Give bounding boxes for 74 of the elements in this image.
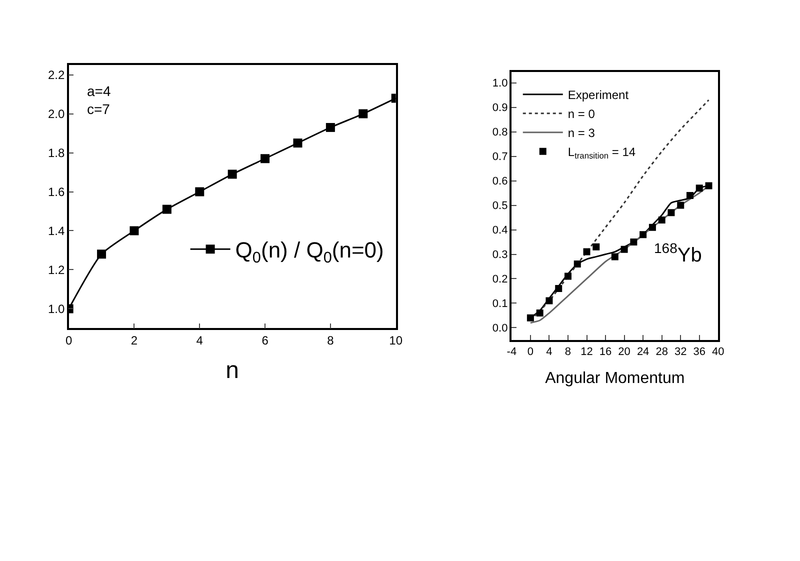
legend-label: n = 0 — [568, 107, 596, 122]
y-tick-label: 1.8 — [48, 146, 65, 160]
y-tick-label: 0.4 — [492, 224, 508, 237]
point — [630, 238, 638, 246]
x-tick-label: 4 — [196, 333, 204, 348]
y-tick-label: 1.2 — [48, 262, 65, 277]
x-tick-label: 36 — [693, 346, 706, 358]
y-tick-label: 2.0 — [48, 106, 65, 121]
point — [130, 226, 139, 236]
point — [592, 243, 600, 250]
y-tick-label: 0.3 — [492, 249, 508, 262]
x-tick-label: 2 — [130, 333, 138, 348]
point — [293, 138, 302, 148]
x-tick-label: 6 — [262, 333, 269, 348]
point — [583, 248, 590, 256]
point — [260, 154, 270, 164]
point — [620, 246, 628, 253]
x-tick-label: 40 — [712, 346, 724, 358]
x-tick-label: 8 — [564, 346, 572, 358]
annotation: c=7 — [87, 101, 110, 117]
y-tick-label: 1.6 — [48, 184, 65, 199]
x-tick-label: 20 — [618, 346, 630, 358]
point — [162, 204, 172, 214]
annotation: a=4 — [87, 83, 111, 99]
x-tick-label: 8 — [327, 333, 334, 348]
point — [668, 209, 675, 216]
x-tick-label: -4 — [506, 346, 517, 358]
y-tick-label: 0.7 — [492, 151, 508, 164]
point — [686, 192, 694, 199]
point — [658, 216, 666, 224]
point — [640, 231, 647, 238]
x-axis-title: n — [226, 357, 240, 384]
point — [536, 310, 544, 317]
x-tick-label: 16 — [599, 346, 612, 358]
point — [326, 122, 335, 132]
y-tick-label: 0.0 — [492, 322, 508, 335]
y-tick-label: 1.4 — [48, 224, 65, 238]
y-tick-label: 2.2 — [48, 68, 65, 82]
point — [555, 285, 562, 292]
y-tick-label: 0.1 — [492, 298, 508, 310]
x-tick-label: 24 — [636, 346, 650, 358]
y-tick-label: 0.2 — [492, 274, 508, 286]
legend-label: Q$_{0}$(n) / Q$_{0}$(n=0) — [235, 238, 384, 266]
x-tick-label: 4 — [546, 346, 552, 358]
y-tick-label: 0.8 — [492, 126, 508, 139]
legend-label: n = 3 — [568, 126, 596, 140]
y-tick-label: 1.0 — [48, 302, 65, 316]
x-tick-label: 32 — [674, 346, 687, 358]
x-tick-label: 0 — [65, 333, 72, 348]
point — [574, 260, 581, 268]
x-tick-label: 28 — [656, 346, 668, 358]
point — [97, 250, 106, 259]
point — [358, 109, 368, 118]
point — [228, 170, 237, 179]
point — [611, 253, 618, 260]
point — [677, 202, 684, 209]
point — [705, 182, 712, 190]
point — [648, 224, 656, 231]
x-axis-title: Angular Momentum — [545, 370, 685, 388]
y-tick-label: 0.9 — [492, 102, 508, 114]
annotation: $^{168}$Yb — [654, 240, 702, 266]
legend-label: L$_{transition}$ = 14 — [568, 145, 636, 161]
point — [526, 314, 534, 322]
point — [546, 297, 553, 304]
x-tick-label: 0 — [527, 346, 534, 358]
y-tick-label: 0.6 — [492, 176, 508, 188]
point — [564, 272, 572, 280]
legend-label: Experiment — [568, 88, 630, 102]
y-tick-label: 0.5 — [492, 200, 508, 212]
point — [696, 184, 703, 192]
x-tick-label: 12 — [580, 346, 593, 358]
x-tick-label: 10 — [389, 333, 403, 348]
y-tick-label: 1.0 — [492, 78, 508, 90]
point — [195, 187, 204, 196]
